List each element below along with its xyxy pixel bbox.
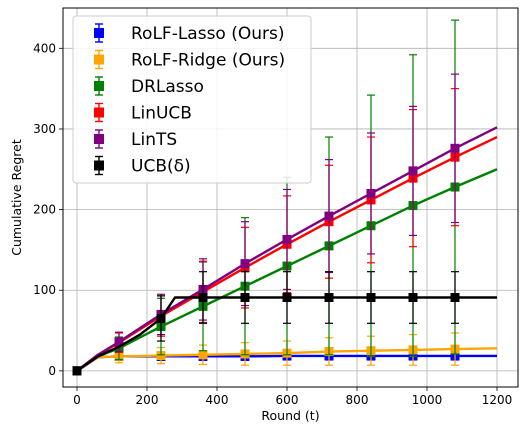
data-point (72, 366, 82, 376)
y-tick-label: 300 (33, 122, 56, 136)
x-tick-label: 600 (276, 393, 299, 407)
legend-marker (94, 134, 104, 144)
data-point (156, 313, 166, 323)
legend-marker (94, 107, 104, 118)
series-group (72, 19, 498, 376)
x-tick-label: 1000 (412, 393, 443, 407)
legend-label: UCB(δ) (131, 157, 191, 177)
x-tick-label: 800 (346, 393, 369, 407)
data-point (240, 292, 250, 302)
y-tick-label: 100 (33, 283, 56, 297)
data-point (282, 234, 292, 244)
legend: RoLF-Lasso (Ours) RoLF-Ridge (Ours) DRLass… (72, 15, 312, 184)
x-tick-label: 400 (206, 393, 229, 407)
data-point (450, 292, 460, 302)
x-axis-label: Round (t) (261, 408, 319, 423)
legend-box (72, 15, 312, 184)
data-point (156, 351, 166, 361)
plot-frame (62, 7, 519, 388)
data-point (240, 259, 250, 269)
x-tick-label: 0 (73, 393, 81, 407)
data-point (198, 350, 208, 360)
data-point (114, 337, 124, 347)
x-tick-label: 1200 (482, 393, 513, 407)
y-tick-label: 400 (33, 41, 56, 55)
legend-marker (94, 28, 104, 38)
data-point (366, 188, 376, 198)
y-tick-label: 0 (48, 364, 56, 378)
data-point (282, 292, 292, 302)
legend-marker (94, 160, 104, 171)
legend-marker (94, 81, 104, 91)
data-point (450, 143, 460, 153)
legend-label: LinUCB (131, 104, 192, 124)
y-axis-label: Cumulative Regret (9, 139, 24, 256)
legend-label: LinTS (131, 130, 177, 150)
legend-label: RoLF-Lasso (Ours) (131, 24, 285, 44)
data-point (198, 292, 208, 302)
x-tick-label: 200 (136, 393, 159, 407)
data-point (324, 211, 334, 221)
legend-marker (94, 54, 104, 65)
data-point (408, 166, 418, 176)
axis-ticks: 0 200 400 600 800 1000 1200 0 100 200 300 400 (33, 41, 512, 407)
legend-label: DRLasso (131, 77, 204, 97)
y-tick-label: 200 (33, 203, 56, 217)
data-point (324, 292, 334, 302)
series-5 (72, 271, 497, 376)
data-point (408, 292, 418, 302)
legend-label: RoLF-Ridge (Ours) (131, 51, 285, 71)
series-line (76, 296, 497, 372)
data-point (366, 292, 376, 302)
